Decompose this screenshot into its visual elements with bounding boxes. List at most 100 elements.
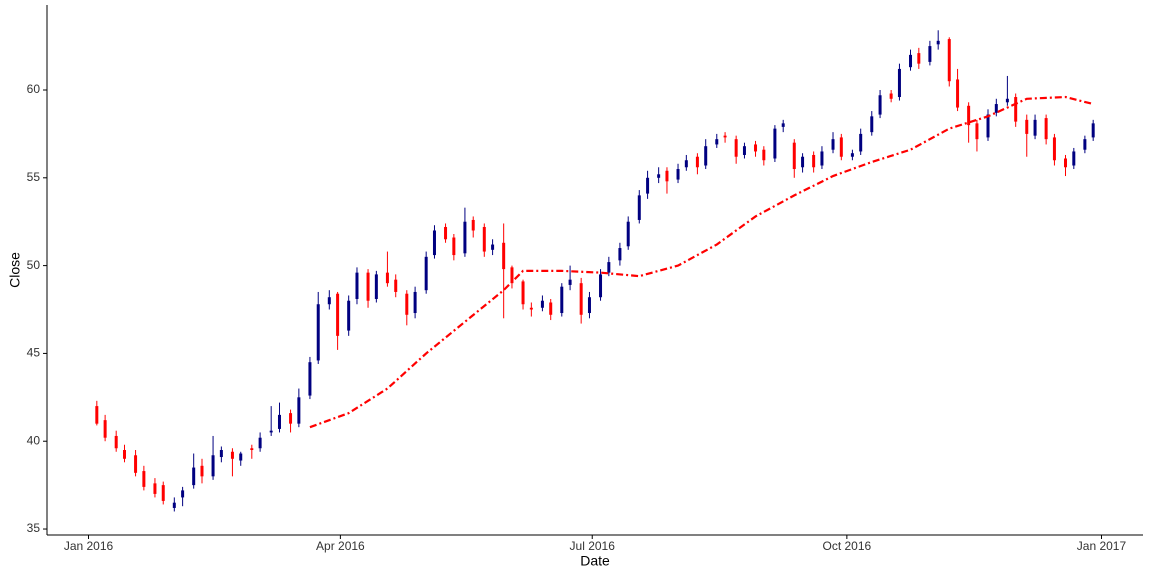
candle-body (1052, 137, 1056, 161)
candle-body (909, 54, 913, 68)
candle-body (781, 123, 785, 127)
candle-body (878, 95, 882, 115)
candle-body (560, 286, 564, 314)
candle-body (250, 448, 254, 451)
candle-body (684, 160, 688, 168)
candle-body (103, 420, 107, 438)
candle-body (646, 177, 650, 194)
candle-body (122, 450, 126, 459)
candle-body (355, 272, 359, 299)
candle-body (316, 304, 320, 361)
candle-body (657, 174, 661, 178)
candle-body (413, 291, 417, 314)
candle-body (1005, 98, 1009, 103)
candle-body (549, 302, 553, 315)
x-tick-label: Apr 2016 (316, 539, 365, 553)
candle-body (928, 46, 932, 62)
candle-body (1014, 97, 1018, 122)
candle-body (626, 221, 630, 247)
y-tick-label: 50 (27, 258, 41, 272)
candle-body (491, 244, 495, 250)
candle-body (153, 483, 157, 494)
candle-body (95, 406, 99, 424)
candle-body (444, 226, 448, 240)
candle-body (172, 502, 176, 508)
candle-body (540, 300, 544, 308)
candle-body (917, 53, 921, 64)
candle-body (289, 413, 293, 424)
candle-body (239, 453, 243, 461)
candle-body (1091, 123, 1095, 138)
candle-body (452, 237, 456, 256)
candle-body (277, 414, 281, 429)
candle-body (889, 93, 893, 99)
candle-body (1083, 139, 1087, 150)
candle-body (715, 139, 719, 145)
x-axis-label: Date (580, 553, 610, 569)
candle-body (142, 471, 146, 487)
candle-body (839, 137, 843, 157)
candle-body (579, 283, 583, 315)
moving-average-line (309, 95, 1094, 429)
candle-body (637, 195, 641, 220)
y-tick-label: 40 (27, 433, 41, 447)
candle-body (192, 467, 196, 486)
x-tick-label: Jul 2016 (570, 539, 616, 553)
candle-body (695, 156, 699, 168)
candle-body (792, 142, 796, 170)
y-tick-label: 60 (27, 82, 41, 96)
candle-body (211, 455, 215, 477)
candle-body (773, 128, 777, 159)
candle-body (936, 40, 940, 45)
candle-body (502, 242, 506, 270)
candle-body (134, 455, 138, 473)
candle-body (308, 362, 312, 396)
y-tick-label: 35 (27, 521, 41, 535)
candle-body (1044, 118, 1048, 140)
candle-body (568, 279, 572, 285)
candle-body (1033, 119, 1037, 136)
candle-body (405, 293, 409, 315)
candle-body (366, 272, 370, 301)
candle-body (200, 465, 204, 477)
candle-body (607, 262, 611, 273)
candle-body (347, 300, 351, 331)
y-tick-label: 45 (27, 346, 41, 360)
candle-body (762, 149, 766, 161)
candle-body (529, 307, 533, 310)
x-tick-label: Oct 2016 (823, 539, 872, 553)
candle-body (986, 114, 990, 138)
candle-body (665, 170, 669, 182)
candle-body (870, 116, 874, 133)
candle-body (181, 490, 185, 498)
candle-body (723, 135, 727, 138)
candle-body (374, 274, 378, 299)
candle-body (230, 451, 234, 459)
candle-body (967, 105, 971, 126)
candle-body (471, 219, 475, 231)
candle-body (510, 267, 514, 284)
candle-body (587, 297, 591, 314)
candle-body (161, 485, 165, 501)
candle-body (432, 230, 436, 256)
candle-body (820, 151, 824, 166)
candle-body (1025, 119, 1029, 134)
candle-body (424, 256, 428, 291)
candle-body (297, 397, 301, 424)
x-tick-label: Jan 2017 (1077, 539, 1127, 553)
candle-body (219, 450, 223, 458)
candle-body (742, 146, 746, 155)
candle-body (947, 39, 951, 82)
candle-body (676, 169, 680, 180)
candle-body (831, 139, 835, 150)
candle-body (463, 221, 467, 254)
candle-body (801, 156, 805, 168)
candle-body (618, 248, 622, 261)
y-axis-label: Close (7, 252, 23, 288)
candle-body (521, 281, 525, 305)
candle-body (850, 153, 854, 157)
candle-body (394, 279, 398, 292)
candle-body (385, 272, 389, 284)
candle-body (482, 226, 486, 252)
